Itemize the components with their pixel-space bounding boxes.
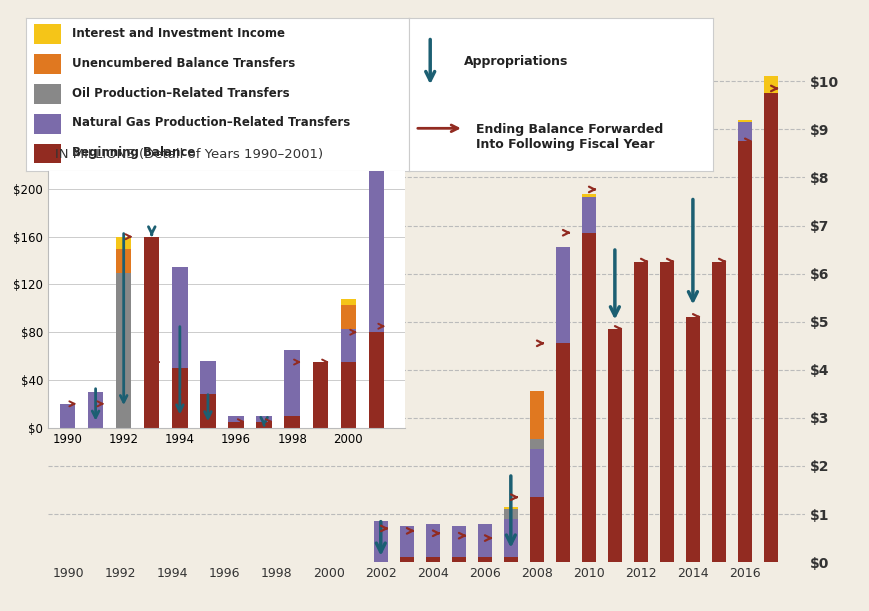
Bar bbox=[763, 93, 777, 562]
Bar bbox=[34, 114, 61, 134]
Bar bbox=[477, 557, 491, 562]
Text: Unencumbered Balance Transfers: Unencumbered Balance Transfers bbox=[72, 57, 295, 70]
Bar bbox=[607, 329, 621, 562]
Bar bbox=[581, 194, 595, 197]
Text: IN MILLIONS (Detail of Years 1990–2001): IN MILLIONS (Detail of Years 1990–2001) bbox=[55, 148, 322, 161]
Bar bbox=[34, 144, 61, 164]
Bar bbox=[529, 439, 543, 449]
Bar bbox=[368, 111, 384, 332]
Bar bbox=[228, 415, 243, 422]
Bar bbox=[116, 249, 131, 273]
Bar bbox=[144, 236, 159, 428]
Text: Natural Gas Production–Related Transfers: Natural Gas Production–Related Transfers bbox=[72, 117, 350, 130]
Bar bbox=[312, 362, 328, 428]
Bar bbox=[581, 197, 595, 233]
Bar bbox=[341, 305, 355, 329]
Bar bbox=[737, 120, 751, 122]
Bar bbox=[228, 422, 243, 428]
Bar bbox=[555, 343, 569, 562]
Bar bbox=[34, 84, 61, 104]
Text: Interest and Investment Income: Interest and Investment Income bbox=[72, 27, 285, 40]
Bar bbox=[200, 394, 216, 428]
Bar bbox=[256, 415, 271, 422]
Bar bbox=[200, 361, 216, 394]
Bar bbox=[529, 497, 543, 562]
Bar bbox=[503, 557, 517, 562]
Text: Appropriations: Appropriations bbox=[463, 54, 567, 68]
Bar bbox=[34, 24, 61, 45]
Bar bbox=[503, 507, 517, 509]
Bar bbox=[172, 368, 188, 428]
Text: Ending Balance Forwarded
Into Following Fiscal Year: Ending Balance Forwarded Into Following … bbox=[475, 123, 662, 152]
Bar bbox=[341, 329, 355, 362]
Bar bbox=[529, 392, 543, 439]
Bar bbox=[284, 350, 300, 415]
Bar bbox=[116, 236, 131, 249]
Bar bbox=[341, 299, 355, 305]
Bar bbox=[685, 317, 700, 562]
Bar bbox=[172, 266, 188, 368]
Bar bbox=[425, 524, 440, 557]
Bar bbox=[529, 449, 543, 497]
Bar bbox=[256, 422, 271, 428]
Bar bbox=[425, 557, 440, 562]
Bar bbox=[737, 122, 751, 141]
Text: Beginning Balance: Beginning Balance bbox=[72, 146, 196, 159]
Bar bbox=[60, 404, 75, 428]
Bar bbox=[477, 524, 491, 557]
Bar bbox=[659, 262, 673, 562]
Bar bbox=[763, 76, 777, 93]
Bar bbox=[88, 392, 103, 428]
Bar bbox=[368, 332, 384, 428]
Bar bbox=[451, 557, 466, 562]
Text: IN BILLIONS: IN BILLIONS bbox=[597, 22, 708, 40]
Bar bbox=[34, 54, 61, 74]
Bar bbox=[399, 557, 414, 562]
Bar bbox=[451, 526, 466, 557]
Bar bbox=[116, 273, 131, 428]
Bar bbox=[581, 233, 595, 562]
Bar bbox=[711, 262, 726, 562]
Bar bbox=[341, 362, 355, 428]
Bar bbox=[555, 247, 569, 343]
Bar bbox=[399, 526, 414, 557]
Bar bbox=[373, 521, 388, 562]
Text: Oil Production–Related Transfers: Oil Production–Related Transfers bbox=[72, 87, 289, 100]
Bar bbox=[633, 262, 647, 562]
Bar bbox=[284, 415, 300, 428]
Bar bbox=[503, 519, 517, 557]
Bar bbox=[737, 141, 751, 562]
Bar bbox=[503, 509, 517, 519]
